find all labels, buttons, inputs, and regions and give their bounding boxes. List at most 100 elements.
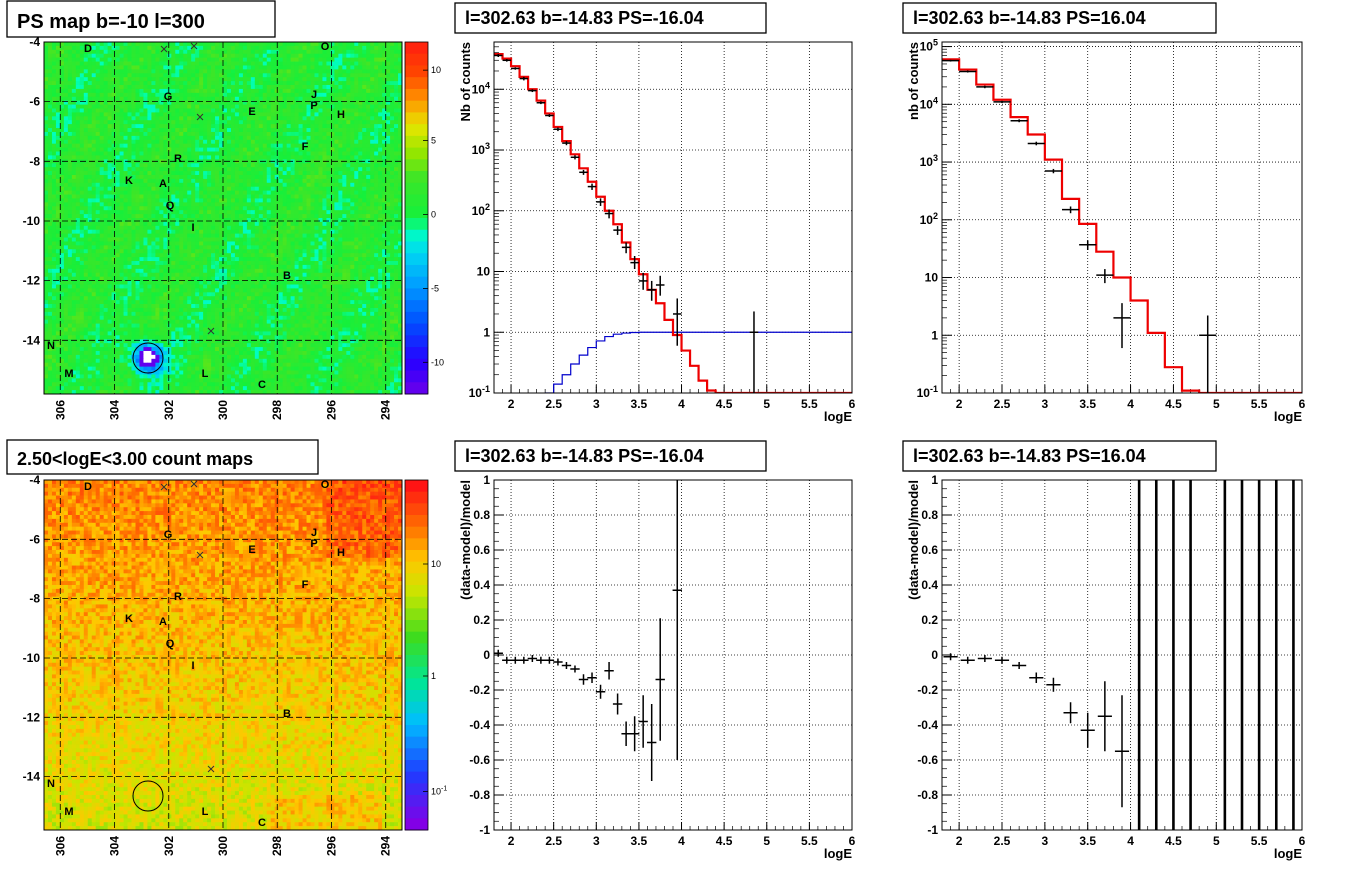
map-pixel: [254, 225, 260, 231]
map-pixel: [155, 186, 160, 192]
map-pixel: [350, 88, 355, 94]
map-pixel: [334, 194, 339, 199]
map-pixel: [330, 155, 335, 160]
map-pixel: [159, 65, 164, 70]
ps-map-pixels: [44, 42, 403, 395]
map-pixel: [151, 135, 156, 141]
map-pixel: [342, 81, 347, 86]
map-pixel: [159, 53, 164, 59]
map-pixel: [211, 135, 216, 141]
map-pixel: [350, 42, 355, 47]
map-pixel: [111, 116, 116, 121]
map-pixel: [195, 88, 200, 94]
map-pixel: [87, 108, 93, 113]
map-pixel: [203, 233, 208, 238]
map-pixel: [318, 253, 323, 258]
map-pixel: [322, 233, 327, 238]
map-pixel: [238, 249, 244, 254]
map-pixel: [334, 135, 339, 141]
map-pixel: [330, 147, 335, 152]
map-pixel: [83, 143, 89, 148]
map-pixel: [226, 190, 232, 195]
map-pixel: [238, 198, 244, 203]
map-pixel: [151, 139, 156, 145]
map-pixel: [131, 85, 136, 90]
map-pixel: [87, 167, 93, 172]
map-pixel: [274, 147, 280, 152]
map-pixel: [390, 61, 395, 66]
map-pixel: [71, 202, 77, 207]
map-pixel: [119, 85, 124, 90]
map-pixel: [103, 221, 109, 227]
map-pixel: [147, 96, 152, 102]
map-pixel: [290, 92, 295, 98]
map-pixel: [51, 257, 57, 262]
map-pixel: [75, 241, 81, 246]
map-pixel: [123, 57, 128, 62]
map-pixel: [334, 88, 339, 94]
map-pixel: [199, 112, 204, 117]
map-pixel: [334, 214, 339, 219]
map-pixel: [378, 42, 383, 47]
map-pixel: [362, 214, 367, 219]
map-pixel: [123, 124, 128, 129]
map-pixel: [226, 81, 232, 86]
map-pixel: [306, 147, 311, 152]
map-pixel: [195, 131, 200, 137]
map-pixel: [334, 221, 339, 227]
map-pixel: [278, 73, 284, 78]
map-pixel: [79, 171, 85, 176]
map-pixel: [378, 49, 383, 55]
map-pixel: [306, 171, 311, 176]
map-pixel: [179, 135, 184, 141]
map-pixel: [250, 206, 256, 211]
map-pixel: [338, 249, 343, 254]
map-pixel: [294, 194, 299, 199]
map-pixel: [382, 210, 387, 215]
map-pixel: [242, 104, 248, 109]
map-pixel: [366, 73, 371, 78]
map-pixel: [63, 61, 69, 66]
map-pixel: [350, 108, 355, 113]
map-pixel: [342, 241, 347, 246]
map-pixel: [71, 81, 77, 86]
map-pixel: [99, 112, 105, 117]
map-pixel: [338, 225, 343, 231]
map-pixel: [143, 65, 148, 70]
map-pixel: [155, 237, 160, 242]
map-pixel: [382, 237, 387, 242]
map-pixel: [278, 174, 284, 180]
map-pixel: [111, 245, 116, 250]
map-pixel: [294, 186, 299, 192]
map-pixel: [75, 233, 81, 238]
map-pixel: [318, 229, 323, 235]
map-pixel: [314, 249, 319, 254]
map-pixel: [254, 178, 260, 184]
map-pixel: [370, 81, 375, 86]
map-pixel: [366, 120, 371, 125]
map-pixel: [266, 163, 272, 168]
map-pixel: [159, 143, 164, 148]
map-pixel: [59, 42, 65, 47]
map-pixel: [358, 167, 363, 172]
map-pixel: [306, 81, 311, 86]
map-pixel: [163, 233, 168, 238]
map-pixel: [226, 163, 232, 168]
map-pixel: [119, 167, 124, 172]
map-pixel: [123, 92, 128, 98]
map-pixel: [107, 104, 113, 109]
map-pixel: [250, 131, 256, 137]
map-pixel: [314, 85, 319, 90]
map-pixel: [139, 135, 144, 141]
map-pixel: [131, 139, 136, 145]
map-pixel: [155, 143, 160, 148]
map-pixel: [203, 167, 208, 172]
map-pixel: [254, 163, 260, 168]
map-pixel: [266, 253, 272, 258]
map-pixel: [47, 253, 53, 258]
map-pixel: [151, 100, 156, 105]
map-pixel: [147, 69, 152, 74]
map-pixel: [115, 221, 120, 227]
map-pixel: [175, 116, 180, 121]
map-pixel: [171, 190, 176, 195]
